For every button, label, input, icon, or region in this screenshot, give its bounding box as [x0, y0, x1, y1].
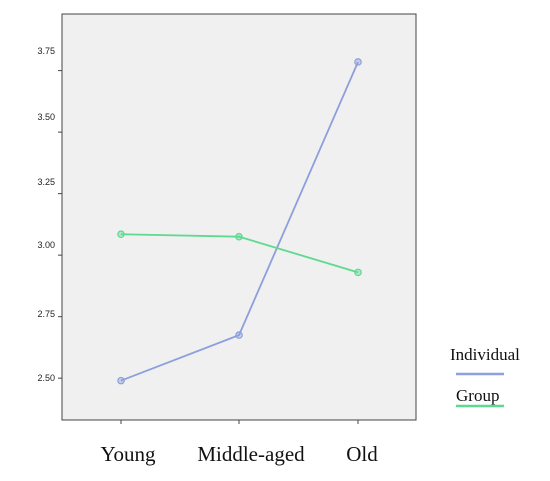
series-line-individual: [120, 61, 359, 382]
legend-label-individual: Individual: [450, 345, 520, 364]
x-category-label: Middle-aged: [197, 442, 305, 466]
y-tick-labels: 2.50 2.75 3.00 3.25 3.50 3.75: [37, 46, 55, 383]
y-tick-label: 2.50: [37, 373, 55, 383]
data-point-group: [235, 232, 243, 241]
x-axis-ticks: [120, 420, 359, 424]
y-axis-ticks: [58, 70, 62, 379]
x-tick-labels: Young Middle-aged Old: [100, 442, 378, 466]
y-tick-label: 3.25: [37, 177, 55, 187]
x-category-label: Old: [346, 442, 378, 466]
y-tick-label: 3.00: [37, 240, 55, 250]
data-point-group: [117, 230, 125, 239]
series-layer: [117, 58, 362, 385]
data-point-individual: [117, 376, 125, 385]
data-point-individual: [354, 58, 362, 66]
y-tick-label: 2.75: [37, 309, 55, 319]
data-point-individual: [235, 331, 243, 339]
y-tick-label: 3.50: [37, 112, 55, 122]
y-tick-label: 3.75: [37, 46, 55, 56]
x-category-label: Young: [100, 442, 156, 466]
data-point-group: [354, 268, 362, 277]
legend-label-group: Group: [456, 386, 499, 405]
legend: Individual Group: [450, 345, 520, 408]
plot-area: [61, 13, 417, 421]
series-line-group: [120, 233, 359, 274]
